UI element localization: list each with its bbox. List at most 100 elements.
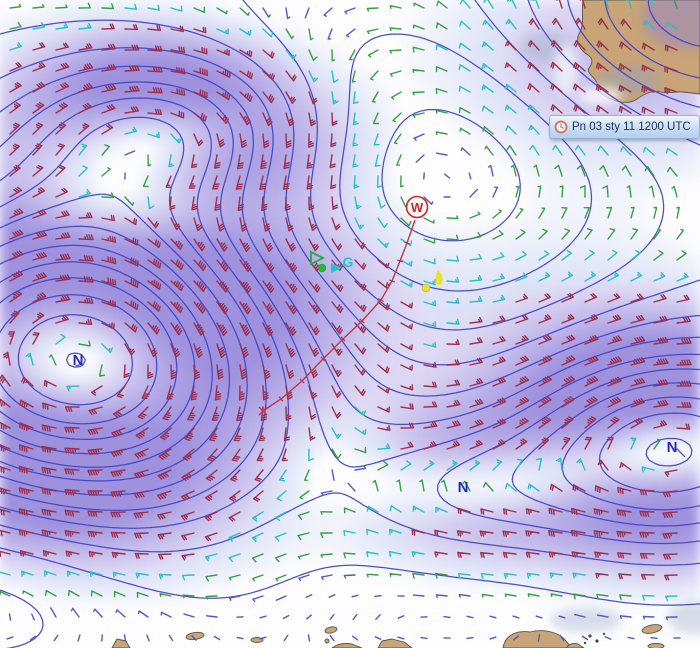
wind-shade-cell: [126, 490, 140, 504]
wind-shade-cell: [420, 14, 434, 28]
high-pressure-marker: W: [405, 195, 429, 219]
wind-shade-cell: [238, 196, 252, 210]
wind-shade-cell: [686, 322, 700, 336]
wind-shade-cell: [476, 280, 490, 294]
wind-shade-cell: [658, 462, 672, 476]
wind-shade-cell: [224, 126, 238, 140]
wind-shade-cell: [322, 392, 336, 406]
wind-shade-cell: [448, 308, 462, 322]
clock-icon: [554, 120, 568, 134]
wind-shade-cell: [294, 154, 308, 168]
wind-shade-cell: [686, 462, 700, 476]
wind-shade-cell: [406, 28, 420, 42]
wind-shade-cell: [378, 350, 392, 364]
wind-shade-cell: [532, 308, 546, 322]
pressure-center-label: N: [73, 352, 84, 369]
wind-shade-cell: [644, 98, 658, 112]
wind-shade-cell: [490, 224, 504, 238]
wind-shade-cell: [98, 70, 112, 84]
wind-shade-cell: [616, 168, 630, 182]
wind-shade-cell: [364, 70, 378, 84]
wind-shade-cell: [476, 42, 490, 56]
wind-shade-cell: [154, 70, 168, 84]
boat-marker-cyan-label[interactable]: G: [343, 254, 354, 270]
wind-shade-cell: [434, 238, 448, 252]
wind-shade-cell: [546, 532, 560, 546]
wind-shade-cell: [616, 154, 630, 168]
wind-shade-cell: [322, 42, 336, 56]
wind-shade-cell: [280, 28, 294, 42]
wind-shade-cell: [574, 252, 588, 266]
wind-shade-cell: [630, 168, 644, 182]
wind-shade-cell: [364, 252, 378, 266]
wind-shade-cell: [686, 406, 700, 420]
wind-shade-cell: [350, 546, 364, 560]
wind-shade-cell: [448, 448, 462, 462]
wind-shade-cell: [420, 70, 434, 84]
wind-shade-cell: [56, 70, 70, 84]
wind-shade-cell: [154, 196, 168, 210]
wind-shade-cell: [154, 182, 168, 196]
wind-shade-cell: [0, 210, 14, 224]
wind-shade-cell: [490, 532, 504, 546]
wind-shade-cell: [518, 252, 532, 266]
wind-shade-cell: [518, 392, 532, 406]
wind-shade-cell: [574, 210, 588, 224]
wind-shade-cell: [182, 112, 196, 126]
boat-marker-green-dot[interactable]: [317, 263, 327, 273]
wind-shade-cell: [252, 224, 266, 238]
wind-shade-cell: [154, 0, 168, 14]
wind-shade-cell: [126, 308, 140, 322]
wind-shade-cell: [392, 140, 406, 154]
wind-shade-cell: [336, 196, 350, 210]
wind-shade-cell: [238, 504, 252, 518]
wind-shade-cell: [266, 476, 280, 490]
wind-shade-cell: [504, 350, 518, 364]
wind-shade-cell: [616, 322, 630, 336]
boat-marker-yellow-dot[interactable]: [421, 283, 431, 293]
wind-shade-cell: [224, 182, 238, 196]
wind-shade-cell: [350, 182, 364, 196]
wind-shade-cell: [686, 434, 700, 448]
wind-shade-cell: [210, 168, 224, 182]
wind-shade-cell: [154, 308, 168, 322]
wind-shade-cell: [56, 56, 70, 70]
wind-shade-cell: [378, 84, 392, 98]
wind-shade-cell: [280, 252, 294, 266]
wind-shade-cell: [518, 112, 532, 126]
wind-shade-cell: [574, 560, 588, 574]
wind-shade-cell: [98, 392, 112, 406]
wind-shade-cell: [392, 560, 406, 574]
low-pressure-marker: N: [73, 352, 84, 369]
wind-shade-cell: [434, 448, 448, 462]
wind-barb: [412, 594, 425, 597]
wind-shade-cell: [686, 476, 700, 490]
wind-shade-cell: [532, 560, 546, 574]
wind-shade-cell: [70, 28, 84, 42]
wind-shade-cell: [98, 448, 112, 462]
wind-shade-cell: [392, 490, 406, 504]
wind-shade-cell: [406, 462, 420, 476]
wind-shade-cell: [462, 112, 476, 126]
wind-shade-cell: [364, 266, 378, 280]
wind-shade-cell: [70, 406, 84, 420]
wind-shade-cell: [686, 364, 700, 378]
wind-shade-cell: [112, 98, 126, 112]
wind-shade-cell: [560, 574, 574, 588]
wind-shade-cell: [266, 434, 280, 448]
wind-shade-cell: [364, 518, 378, 532]
wind-shade-cell: [28, 14, 42, 28]
wind-shade-cell: [476, 112, 490, 126]
wind-shade-cell: [112, 42, 126, 56]
wind-shade-cell: [28, 224, 42, 238]
wind-shade-cell: [294, 70, 308, 84]
wind-shade-cell: [224, 378, 238, 392]
wind-shade-cell: [364, 210, 378, 224]
wind-shade-cell: [420, 574, 434, 588]
wind-shade-cell: [630, 238, 644, 252]
wind-shade-cell: [490, 28, 504, 42]
wind-shade-cell: [14, 574, 28, 588]
wind-shade-cell: [252, 420, 266, 434]
